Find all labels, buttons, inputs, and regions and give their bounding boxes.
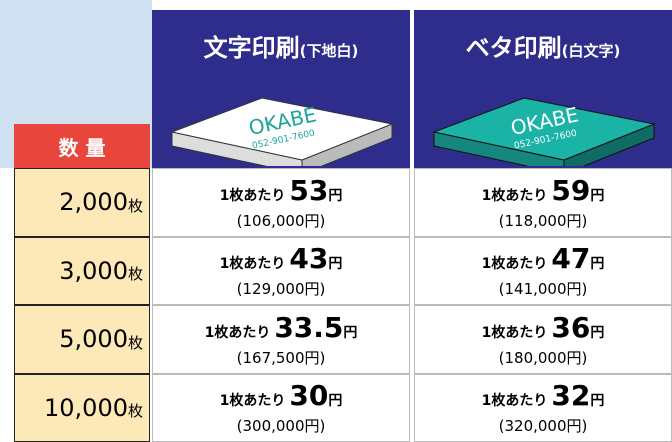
per-unit-label: 1枚あたり (219, 256, 286, 273)
unit-price: 30 (289, 379, 329, 413)
price-cell: 1枚あたり 30円 (300,000円) (152, 373, 410, 442)
sample-teal: OKABE 052-901-7600 (432, 97, 656, 166)
quantity-unit: 枚 (127, 402, 143, 421)
price-cell: 1枚あたり 53円 (106,000円) (152, 168, 410, 237)
yen: 円 (328, 187, 343, 204)
yen: 円 (590, 256, 605, 273)
per-unit-label: 1枚あたり (481, 393, 548, 410)
total-price: (106,000円) (236, 211, 326, 230)
sample-white: OKABE 052-901-7600 (170, 97, 394, 166)
unit-price: 59 (551, 173, 591, 207)
quantity-unit: 枚 (127, 196, 143, 215)
quantity: 3,000 (59, 256, 128, 285)
yen: 円 (590, 324, 605, 341)
quantity-cell: 2,000 枚 (14, 168, 150, 237)
per-unit-label: 1枚あたり (219, 393, 286, 410)
column-note: (下地白) (299, 42, 359, 60)
quantity: 5,000 (59, 325, 128, 354)
unit-price: 32 (551, 379, 591, 413)
total-price: (300,000円) (236, 417, 326, 436)
yen: 円 (343, 324, 358, 341)
unit-price-line: 1枚あたり 43円 (153, 243, 409, 280)
column-header: 文字印刷(下地白) OKABE 052-901-7600 (152, 10, 410, 168)
price-cell: 1枚あたり 32円 (320,000円) (414, 373, 672, 442)
per-unit-label: 1枚あたり (219, 187, 286, 204)
total-price: (167,500円) (236, 348, 326, 367)
quantity-unit: 枚 (127, 265, 143, 284)
unit-price: 43 (289, 242, 329, 276)
quantity: 10,000 (44, 393, 128, 422)
unit-price-line: 1枚あたり 30円 (153, 380, 409, 417)
unit-price: 53 (289, 173, 329, 207)
column-title: ベタ印刷 (465, 34, 562, 62)
quantity-cell: 3,000 枚 (14, 236, 150, 305)
column-title: 文字印刷 (203, 34, 300, 62)
per-unit-label: 1枚あたり (481, 324, 548, 341)
unit-price-line: 1枚あたり 36円 (415, 310, 671, 349)
per-unit-label: 1枚あたり (481, 187, 548, 204)
unit-price: 36 (551, 310, 591, 344)
yen: 円 (590, 393, 605, 410)
yen: 円 (328, 393, 343, 410)
total-price: (129,000円) (236, 280, 326, 299)
price-cell: 1枚あたり 36円 (180,000円) (414, 305, 672, 374)
per-unit-label: 1枚あたり (204, 324, 271, 341)
unit-price-line: 1枚あたり 53円 (153, 173, 409, 212)
quantity-cell: 5,000 枚 (14, 305, 150, 374)
unit-price: 33.5 (274, 310, 344, 344)
quantity-cell: 10,000 枚 (14, 373, 150, 442)
total-price: (320,000円) (498, 417, 588, 436)
total-price: (180,000円) (498, 348, 588, 367)
price-cell: 1枚あたり 47円 (141,000円) (414, 236, 672, 305)
quantity: 2,000 (59, 188, 128, 217)
unit-price-line: 1枚あたり 32円 (415, 380, 671, 417)
price-cell: 1枚あたり 33.5円 (167,500円) (152, 305, 410, 374)
price-cell: 1枚あたり 59円 (118,000円) (414, 168, 672, 237)
quantity-header: 数 量 (14, 124, 150, 168)
unit-price-line: 1枚あたり 59円 (415, 173, 671, 212)
total-price: (118,000円) (498, 211, 588, 230)
total-price: (141,000円) (498, 280, 588, 299)
yen: 円 (590, 187, 605, 204)
column-note: (白文字) (561, 42, 621, 60)
unit-price-line: 1枚あたり 33.5円 (153, 310, 409, 349)
yen: 円 (328, 256, 343, 273)
price-cell: 1枚あたり 43円 (129,000円) (152, 236, 410, 305)
unit-price-line: 1枚あたり 47円 (415, 243, 671, 280)
column-header: ベタ印刷(白文字) OKABE 052-901-7600 (414, 10, 672, 168)
quantity-unit: 枚 (127, 333, 143, 352)
per-unit-label: 1枚あたり (481, 256, 548, 273)
unit-price: 47 (551, 242, 591, 276)
